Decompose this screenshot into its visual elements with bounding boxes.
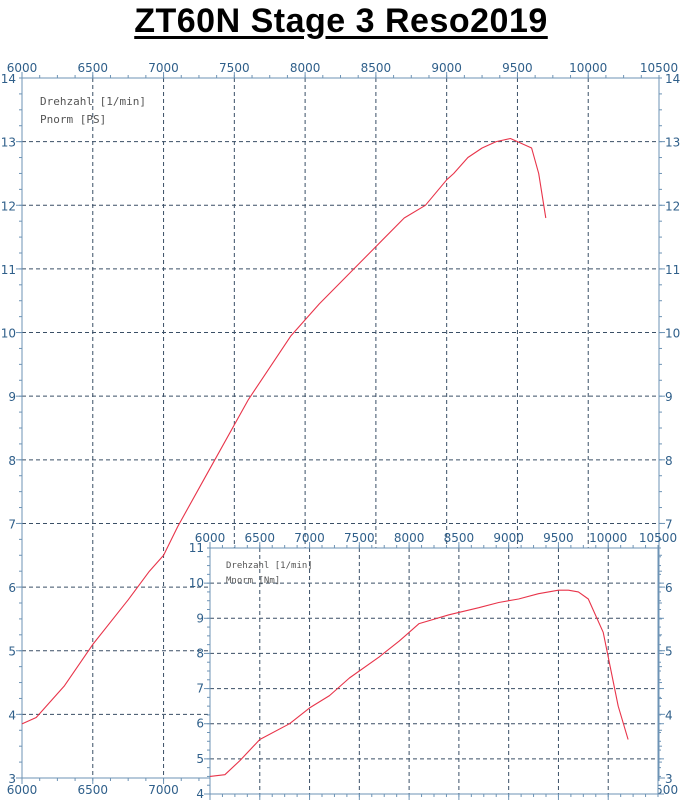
- x-tick-label-top: 7500: [344, 531, 375, 545]
- x-tick-label-top: 10000: [589, 531, 627, 545]
- x-tick-label-top: 6500: [245, 531, 276, 545]
- x-tick-label-top: 6000: [195, 531, 226, 545]
- y-tick-label-right: 6: [665, 581, 673, 595]
- y-tick-label-left: 5: [196, 752, 204, 766]
- x-tick-label-top: 6000: [7, 61, 38, 75]
- x-tick-label-top: 7500: [219, 61, 250, 75]
- series-line: [21, 137, 547, 725]
- x-tick-label-top: 8500: [361, 61, 392, 75]
- y-tick-label-left: 10: [1, 327, 16, 341]
- y-tick-label-left: 7: [196, 682, 204, 696]
- torque-chart: 6000 6500 7000 7500 8000 8500 9000 9500 10000 105…: [189, 531, 677, 800]
- y-tick-label-right: 11: [665, 263, 680, 277]
- y-tick-label-left: 6: [8, 581, 16, 595]
- x-tick-label-bottom: 7000: [148, 783, 179, 797]
- y-tick-label-left: 9: [8, 390, 16, 404]
- page-title: ZT60N Stage 3 Reso2019: [134, 2, 548, 40]
- axis-quantity-label: Drehzahl [1/min]: [40, 95, 146, 108]
- x-tick-label-top: 7000: [148, 61, 179, 75]
- x-tick-label-top: 8000: [394, 531, 425, 545]
- chart-background: [210, 548, 658, 794]
- x-tick-label-top: 9000: [431, 61, 462, 75]
- y-tick-label-left: 4: [196, 787, 204, 800]
- y-tick-label-left: 13: [1, 136, 16, 150]
- x-tick-label-bottom: 6000: [7, 783, 38, 797]
- y-tick-label-right: 14: [665, 72, 680, 86]
- y-tick-label-right: 3: [665, 772, 673, 786]
- y-tick-label-left: 8: [8, 454, 16, 468]
- y-tick-label-left: 12: [1, 199, 16, 213]
- x-tick-label-top: 10000: [569, 61, 607, 75]
- y-tick-label-right: 7: [665, 517, 673, 531]
- y-tick-label-right: 12: [665, 199, 680, 213]
- y-tick-label-left: 8: [196, 646, 204, 660]
- x-tick-label-top: 9500: [543, 531, 574, 545]
- y-tick-label-left: 7: [8, 517, 16, 531]
- y-tick-label-right: 5: [665, 645, 673, 659]
- x-tick-label-top: 8500: [444, 531, 475, 545]
- y-tick-label-left: 3: [8, 772, 16, 786]
- x-tick-label-top: 7000: [294, 531, 325, 545]
- y-tick-label-left: 11: [1, 263, 16, 277]
- x-tick-label-top: 6500: [78, 61, 109, 75]
- y-tick-label-right: 10: [665, 327, 680, 341]
- y-tick-label-left: 11: [189, 541, 204, 555]
- y-tick-label-right: 9: [665, 390, 673, 404]
- y-tick-label-right: 4: [665, 708, 673, 722]
- y-tick-label-right: 13: [665, 136, 680, 150]
- axis-quantity-label: Pnorm [PS]: [40, 113, 106, 126]
- y-tick-label-right: 8: [665, 454, 673, 468]
- x-tick-label-top: 8000: [290, 61, 321, 75]
- y-tick-label-left: 14: [1, 72, 16, 86]
- x-tick-label-top: 9500: [502, 61, 533, 75]
- axis-quantity-label: Drehzahl [1/min]: [226, 561, 313, 571]
- axis-quantity-label: Mnorm [Nm]: [226, 576, 280, 586]
- x-tick-label-bottom: 6500: [78, 783, 109, 797]
- series-line: [209, 589, 629, 777]
- x-tick-label-top: 9000: [493, 531, 524, 545]
- x-tick-label-top: 10500: [640, 61, 678, 75]
- y-tick-label-left: 5: [8, 645, 16, 659]
- y-tick-label-left: 10: [189, 576, 204, 590]
- y-tick-label-left: 9: [196, 611, 204, 625]
- y-tick-label-left: 6: [196, 717, 204, 731]
- x-tick-label-top: 10500: [639, 531, 677, 545]
- y-tick-label-left: 4: [8, 708, 16, 722]
